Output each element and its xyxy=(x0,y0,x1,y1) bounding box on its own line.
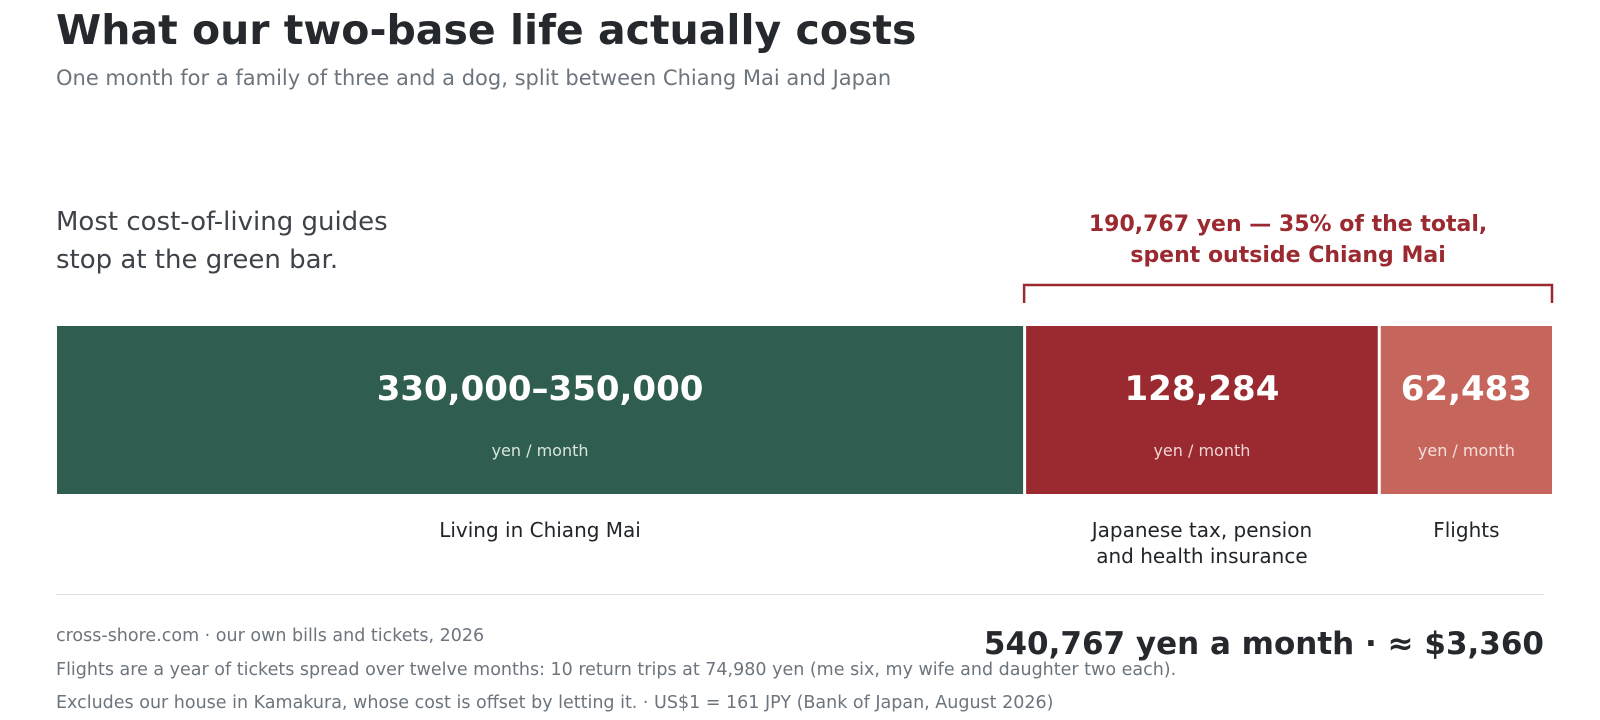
bar-unit-label-3: yen / month xyxy=(1418,441,1515,460)
category-label-2-line-2: and health insurance xyxy=(1096,544,1307,568)
bar-segment-3 xyxy=(1380,326,1552,494)
page-title: What our two-base life actually costs xyxy=(56,6,917,54)
annotation-text-line-1: 190,767 yen — 35% of the total, xyxy=(1089,212,1487,237)
category-label-3-line-1: Flights xyxy=(1433,518,1499,542)
footer-note-flights: Flights are a year of tickets spread ove… xyxy=(56,660,1177,680)
lead-text: Most cost-of-living guides stop at the g… xyxy=(56,203,388,279)
bar-unit-label-1: yen / month xyxy=(492,441,589,460)
bar-unit-label-2: yen / month xyxy=(1153,441,1250,460)
annotation-bracket xyxy=(1022,283,1554,303)
lead-line-1: Most cost-of-living guides xyxy=(56,207,388,237)
footer-divider xyxy=(56,594,1544,595)
monthly-total: 540,767 yen a month · ≈ $3,360 xyxy=(983,626,1544,662)
stacked-cost-bar-chart: 330,000–350,000 yen / month Living in Chia… xyxy=(57,212,1554,568)
bar-value-label-2: 128,284 xyxy=(1125,369,1280,409)
bar-value-label-3: 62,483 xyxy=(1401,369,1532,409)
category-label-2-line-1: Japanese tax, pension xyxy=(1090,518,1312,542)
bar-value-label-1: 330,000–350,000 xyxy=(377,369,704,409)
category-label-1-line-1: Living in Chiang Mai xyxy=(439,518,641,542)
bar-segment-2 xyxy=(1026,326,1378,494)
footer-note-exclusions: Excludes our house in Kamakura, whose co… xyxy=(56,693,1054,713)
page-subtitle: One month for a family of three and a do… xyxy=(56,66,892,90)
bar-segment-1 xyxy=(57,326,1024,494)
lead-line-2: stop at the green bar. xyxy=(56,245,339,275)
footer-source: cross-shore.com · our own bills and tick… xyxy=(56,626,485,646)
annotation-text-line-2: spent outside Chiang Mai xyxy=(1130,243,1445,268)
